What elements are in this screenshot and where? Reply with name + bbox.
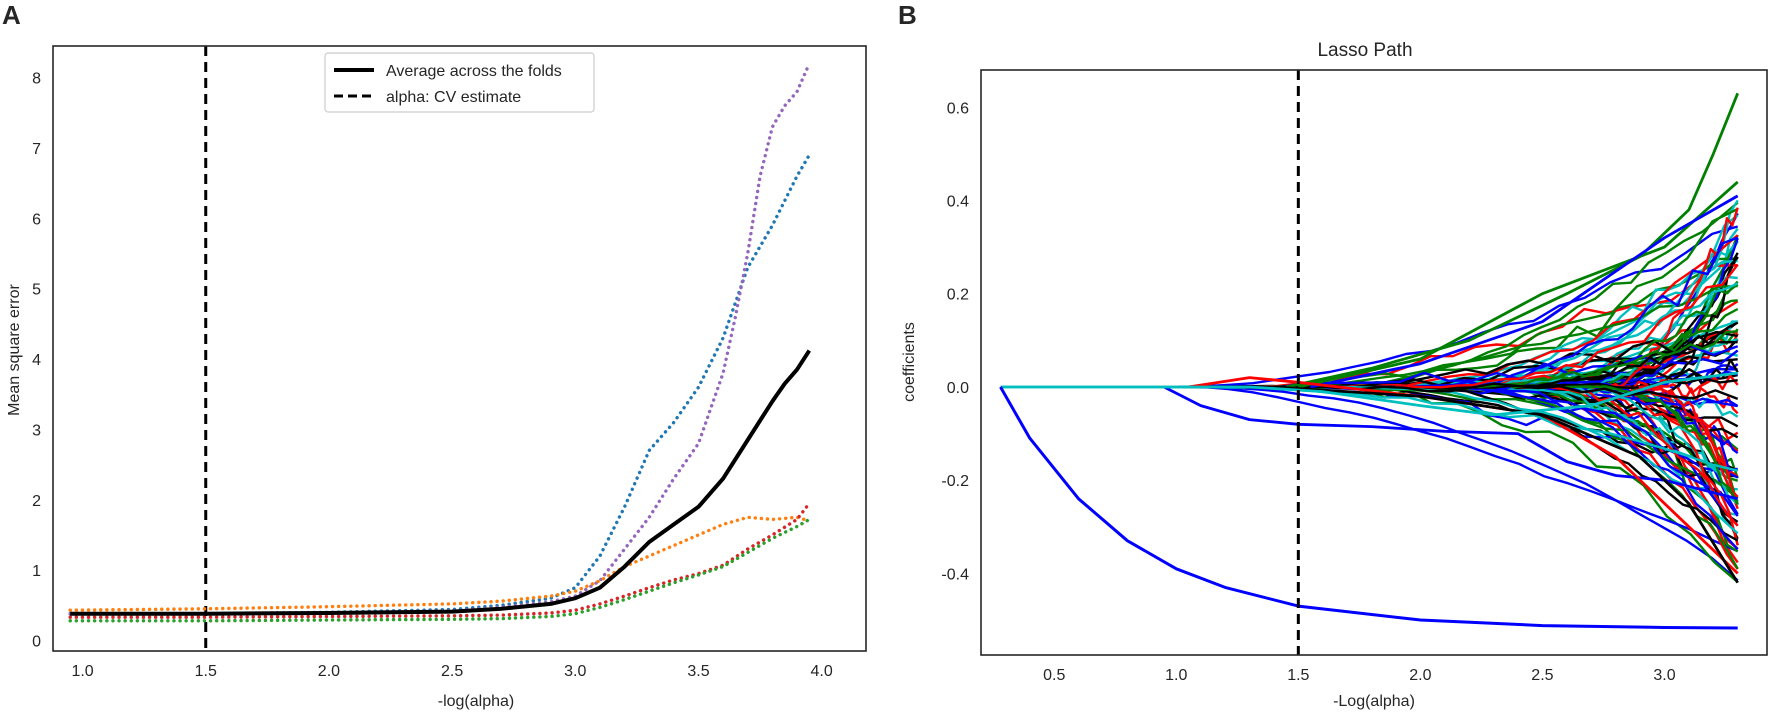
panel-b-x-tick-label: 2.5: [1531, 667, 1553, 684]
panel-a-x-tick-label: 1.5: [195, 663, 217, 680]
coefficient-path: [1394, 263, 1739, 389]
coefficient-path: [1204, 385, 1739, 553]
panel-a-legend: Average across the folds alpha: CV estim…: [324, 52, 595, 113]
panel-a-y-tick-label: 3: [32, 422, 41, 439]
fold-series-line: [68, 61, 811, 616]
main-negative-coefficient-path: [999, 386, 1738, 630]
panel-b-y-tick-label: 0.6: [947, 100, 969, 117]
coefficient-path: [1523, 321, 1739, 389]
panel-a-x-tick-label: 3.0: [564, 663, 586, 680]
panel-a-series: [68, 61, 811, 623]
coefficient-path: [1519, 385, 1739, 527]
coefficient-path: [1565, 385, 1739, 506]
panel-a-ticks: 1.0 1.5 2.0 2.5 3.0 3.5 4.0 0 1 2 3 4 5 6 7 8: [32, 71, 833, 680]
panel-b-x-tick-label: 2.0: [1409, 667, 1431, 684]
panel-b-x-tick-label: 1.5: [1287, 667, 1309, 684]
panel-b-series: [999, 92, 1739, 630]
coefficient-path: [1638, 385, 1739, 498]
panel-a-y-tick-label: 7: [32, 141, 41, 158]
fold-series-line: [68, 501, 811, 619]
panel-a-y-axis-label: Mean square error: [6, 284, 23, 416]
panel-a-x-tick-label: 2.5: [441, 663, 463, 680]
coefficient-path: [1000, 371, 1738, 417]
panel-b-ticks: 0.5 1.0 1.5 2.0 2.5 3.0 -0.4 -0.2 0.0 0.2 0.4 0.6: [941, 100, 1675, 684]
panel-label-b: B: [898, 0, 917, 30]
panel-a-x-tick-label: 1.0: [71, 663, 93, 680]
panel-b-y-tick-label: -0.4: [941, 566, 969, 583]
panel-b-y-tick-label: -0.2: [941, 473, 969, 490]
panel-a: A 1.0 1.5 2.0 2.5 3.0 3.5 4.0 0 1 2 3 4 5 6 7 8 -log(al…: [2, 0, 867, 710]
coefficient-path: [1306, 284, 1738, 389]
panel-b-y-axis-label: coefficients: [901, 322, 918, 402]
panel-a-x-axis-label: -log(alpha): [438, 693, 514, 710]
panel-b-y-tick-label: 0.2: [947, 287, 969, 304]
panel-b-frame: [980, 69, 1768, 656]
panel-a-y-tick-label: 1: [32, 563, 41, 580]
legend-entry-average: Average across the folds: [386, 63, 562, 80]
panel-b: B Lasso Path 0.5 1.0 1.5 2.0 2.5 3.0-0.4-0.20…: [898, 0, 1768, 710]
panel-b-x-tick-label: 0.5: [1043, 667, 1065, 684]
panel-b-x-axis-label: -Log(alpha): [1333, 693, 1415, 710]
panel-a-y-tick-label: 5: [32, 282, 41, 299]
coefficient-path: [1477, 330, 1738, 389]
fold-series-line: [68, 517, 811, 623]
coefficient-path: [1163, 385, 1739, 501]
coefficient-path: [1431, 385, 1739, 551]
panel-a-y-tick-label: 6: [32, 211, 41, 228]
coefficient-path: [1273, 385, 1739, 584]
panel-a-y-tick-label: 2: [32, 493, 41, 510]
panel-a-y-tick-label: 0: [32, 633, 41, 650]
panel-b-x-tick-label: 3.0: [1653, 667, 1675, 684]
panel-a-x-tick-label: 4.0: [811, 663, 833, 680]
panel-b-x-tick-label: 1.0: [1165, 667, 1187, 684]
panel-b-y-tick-label: 0.0: [947, 380, 969, 397]
panel-a-frame: [52, 45, 867, 652]
coefficient-path: [1624, 256, 1739, 389]
average-series-line: [70, 349, 811, 616]
panel-a-y-tick-label: 8: [32, 71, 41, 88]
legend-entry-cv-estimate: alpha: CV estimate: [386, 89, 521, 106]
coefficient-path: [1285, 92, 1739, 389]
legend-box: [324, 52, 595, 113]
panel-a-y-tick-label: 4: [32, 352, 41, 369]
fold-series-line: [68, 515, 811, 612]
coefficient-path: [1310, 194, 1739, 389]
panel-label-a: A: [2, 0, 21, 30]
panel-a-x-tick-label: 3.5: [687, 663, 709, 680]
panel-b-title: Lasso Path: [1317, 40, 1412, 61]
coefficient-path: [1495, 275, 1738, 389]
panel-b-y-tick-label: 0.4: [947, 194, 969, 211]
coefficient-path: [1407, 236, 1739, 389]
fold-series-line: [68, 153, 811, 616]
panel-a-x-tick-label: 2.0: [318, 663, 340, 680]
